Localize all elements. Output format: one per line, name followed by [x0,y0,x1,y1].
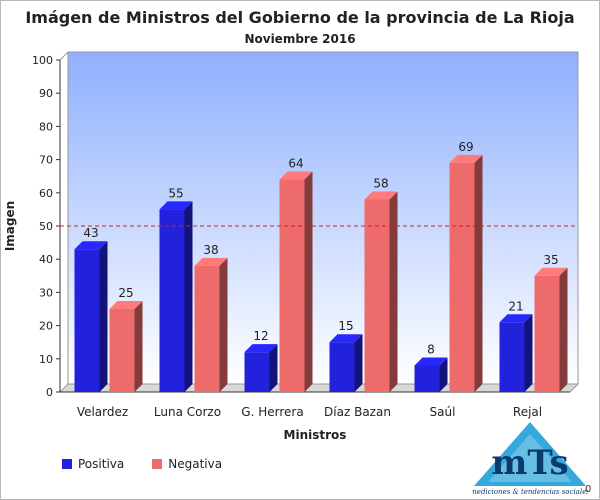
bar-side [304,171,313,392]
data-label: 58 [373,176,388,190]
data-label: 21 [508,299,523,313]
data-label: 55 [168,186,183,200]
bar-negativa-0 [109,301,143,392]
bar-top [109,301,143,309]
data-label: 43 [83,226,98,240]
y-tick-label: 50 [39,220,53,233]
bar-side [184,201,193,392]
x-category-label: Saúl [430,405,456,419]
bar-negativa-1 [194,257,228,392]
bar-front [364,199,390,392]
axes: 0 10 20 30 40 50 60 70 80 90 100 Imagen Ministros Vel… [3,54,570,442]
bar-side [559,267,568,392]
chart-subtitle: Noviembre 2016 [244,32,356,46]
x-category-label: G. Herrera [241,405,303,419]
y-tick-label: 100 [32,54,53,67]
y-tick-label: 90 [39,87,53,100]
bar-negativa-4 [449,154,483,392]
y-tick-label: 10 [39,353,53,366]
bar-side [389,191,398,392]
x-category-label: Luna Corzo [154,405,221,419]
bar-side [134,301,143,392]
y-tick-label: 60 [39,187,53,200]
bar-front [74,249,100,392]
data-label: 35 [543,253,558,267]
corner-text: 0 [585,484,592,495]
bar-front [499,322,525,392]
x-category-label: Velardez [77,405,128,419]
bar-front [329,342,355,392]
bar-positiva-0 [74,241,108,392]
plot-edge [59,51,69,61]
bar-front [534,275,560,392]
chart-title: Imágen de Ministros del Gobierno de la p… [25,8,575,27]
mts-logo: mTs mediciones & tendencias sociales [470,420,590,496]
legend-label: Positiva [78,457,125,471]
bar-side [474,154,483,392]
x-category-label: Rejal [513,405,542,419]
bar-side [524,314,533,392]
x-category-label: Díaz Bazan [324,405,391,419]
legend-swatch [152,459,163,469]
y-tick-label: 70 [39,154,53,167]
y-tick-label: 80 [39,120,53,133]
bar-top [449,154,483,163]
bar-front [449,162,475,392]
data-labels: 43 25 55 38 12 64 15 58 8 69 21 35 [60,140,578,356]
data-label: 12 [253,329,268,343]
bar-positiva-1 [159,201,193,392]
bar-top [534,267,568,276]
bar-front [244,352,270,392]
bar-top [499,314,533,323]
legend-label: Negativa [168,457,223,471]
y-tick-label: 20 [39,320,53,333]
bar-top [194,257,228,266]
bar-top [279,171,313,180]
y-tick-label: 0 [46,386,53,399]
y-tick-label: 40 [39,253,53,266]
legend: Positiva Negativa [62,457,250,471]
bar-top [244,344,278,353]
data-label: 64 [288,157,303,171]
legend-item-positiva: Positiva [62,457,124,471]
bar-top [414,357,448,366]
x-axis-title: Ministros [284,428,347,442]
data-label: 38 [203,243,218,257]
bar-negativa-5 [534,267,568,392]
bar-side [269,344,278,392]
bar-positiva-4 [414,357,448,392]
bar-positiva-3 [329,334,363,392]
bar-side [439,357,448,392]
y-axis-title: Imagen [3,201,17,251]
bar-front [109,309,135,392]
logo-text: mTs [491,443,568,483]
bar-positiva-5 [499,314,533,392]
y-tick-label: 30 [39,286,53,299]
logo-caption: mediciones & tendencias sociales [472,488,588,496]
bar-side [354,334,363,392]
bar-front [279,179,305,392]
data-label: 69 [458,140,473,154]
bar-front [414,365,440,392]
bar-top [329,334,363,343]
bar-negativa-3 [364,191,398,392]
bar-side [99,241,108,392]
bar-top [74,241,108,250]
bar-negativa-2 [279,171,313,392]
legend-swatch [62,459,72,469]
bar-front [159,209,185,392]
bars [74,154,568,392]
data-label: 25 [118,286,133,300]
bar-positiva-2 [244,344,278,392]
data-label: 8 [427,342,435,356]
bar-top [159,201,193,210]
legend-item-negativa: Negativa [152,457,222,471]
bar-front [194,265,220,392]
bar-side [219,257,228,392]
bar-top [364,191,398,200]
data-label: 15 [338,319,353,333]
